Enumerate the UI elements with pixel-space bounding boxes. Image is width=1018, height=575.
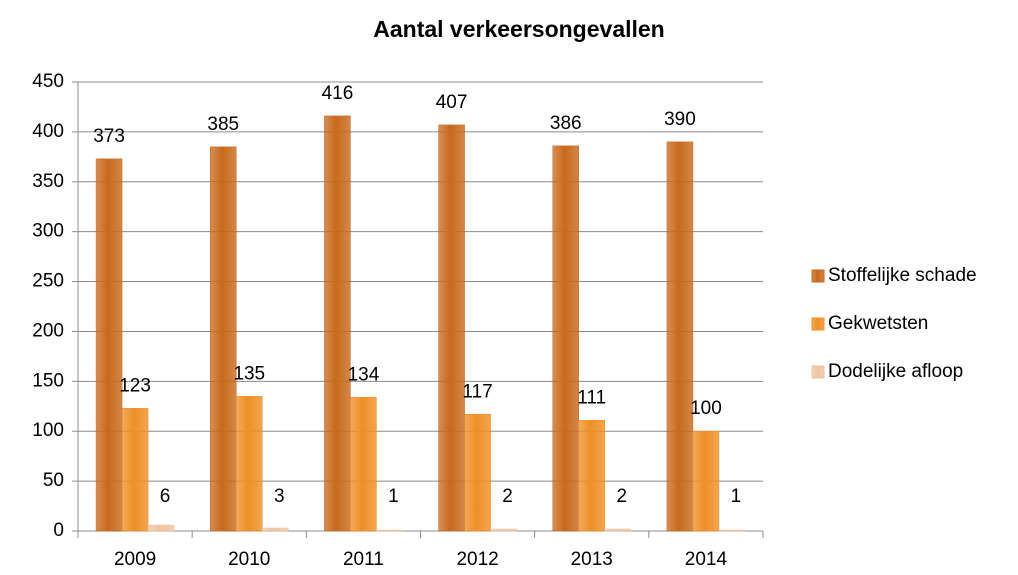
legend-label: Gekwetsten bbox=[828, 313, 928, 334]
bar bbox=[95, 158, 123, 532]
bar bbox=[350, 397, 377, 532]
bar bbox=[376, 529, 403, 532]
data-label: 111 bbox=[577, 387, 606, 408]
bar bbox=[210, 146, 237, 532]
legend-label: Stoffelijke schade bbox=[828, 265, 977, 286]
bar bbox=[666, 141, 694, 532]
x-tick-label: 2011 bbox=[343, 549, 384, 570]
data-label: 3 bbox=[274, 486, 285, 507]
data-label: 373 bbox=[93, 126, 125, 147]
bar bbox=[262, 527, 289, 532]
y-tick-label: 0 bbox=[53, 520, 64, 541]
data-label: 135 bbox=[233, 363, 265, 384]
legend-swatch bbox=[811, 365, 825, 379]
data-label: 100 bbox=[690, 398, 722, 419]
data-label: 2 bbox=[616, 486, 627, 507]
bar bbox=[236, 396, 263, 532]
data-label: 386 bbox=[550, 113, 582, 134]
data-label: 1 bbox=[388, 486, 399, 507]
bar bbox=[324, 115, 351, 532]
y-tick-label: 450 bbox=[32, 71, 64, 92]
bar bbox=[552, 145, 579, 532]
bar bbox=[578, 419, 605, 532]
data-label: 390 bbox=[664, 109, 696, 130]
data-label: 416 bbox=[322, 83, 354, 104]
bar bbox=[438, 124, 465, 532]
x-tick-label: 2012 bbox=[456, 549, 498, 570]
legend-label: Dodelijke afloop bbox=[828, 361, 963, 382]
data-label: 1 bbox=[731, 486, 742, 507]
data-label: 2 bbox=[502, 486, 513, 507]
y-tick-label: 150 bbox=[32, 370, 64, 391]
y-tick-label: 250 bbox=[32, 271, 64, 292]
data-label: 117 bbox=[462, 381, 492, 402]
bar bbox=[692, 430, 720, 532]
bar bbox=[464, 414, 491, 532]
y-tick-label: 350 bbox=[32, 171, 64, 192]
data-label: 385 bbox=[207, 114, 239, 135]
bar bbox=[490, 528, 517, 532]
bar bbox=[147, 524, 175, 532]
x-tick-label: 2013 bbox=[571, 549, 613, 570]
chart-title: Aantal verkeersongevallen bbox=[373, 16, 664, 42]
y-tick-label: 300 bbox=[32, 221, 64, 242]
y-tick-label: 400 bbox=[32, 121, 64, 142]
y-tick-label: 200 bbox=[32, 320, 64, 341]
legend-swatch bbox=[811, 269, 825, 283]
bar bbox=[121, 408, 149, 532]
data-label: 407 bbox=[436, 92, 468, 113]
data-label: 123 bbox=[119, 375, 151, 396]
y-tick-label: 50 bbox=[43, 470, 64, 491]
y-tick-label: 100 bbox=[32, 420, 64, 441]
x-tick-label: 2014 bbox=[685, 549, 728, 570]
data-label: 6 bbox=[160, 486, 171, 507]
x-tick-label: 2009 bbox=[114, 549, 156, 570]
legend-swatch bbox=[811, 317, 825, 331]
data-label: 134 bbox=[348, 364, 380, 385]
x-tick-label: 2010 bbox=[228, 549, 270, 570]
bar bbox=[718, 529, 746, 532]
bar bbox=[604, 528, 631, 532]
